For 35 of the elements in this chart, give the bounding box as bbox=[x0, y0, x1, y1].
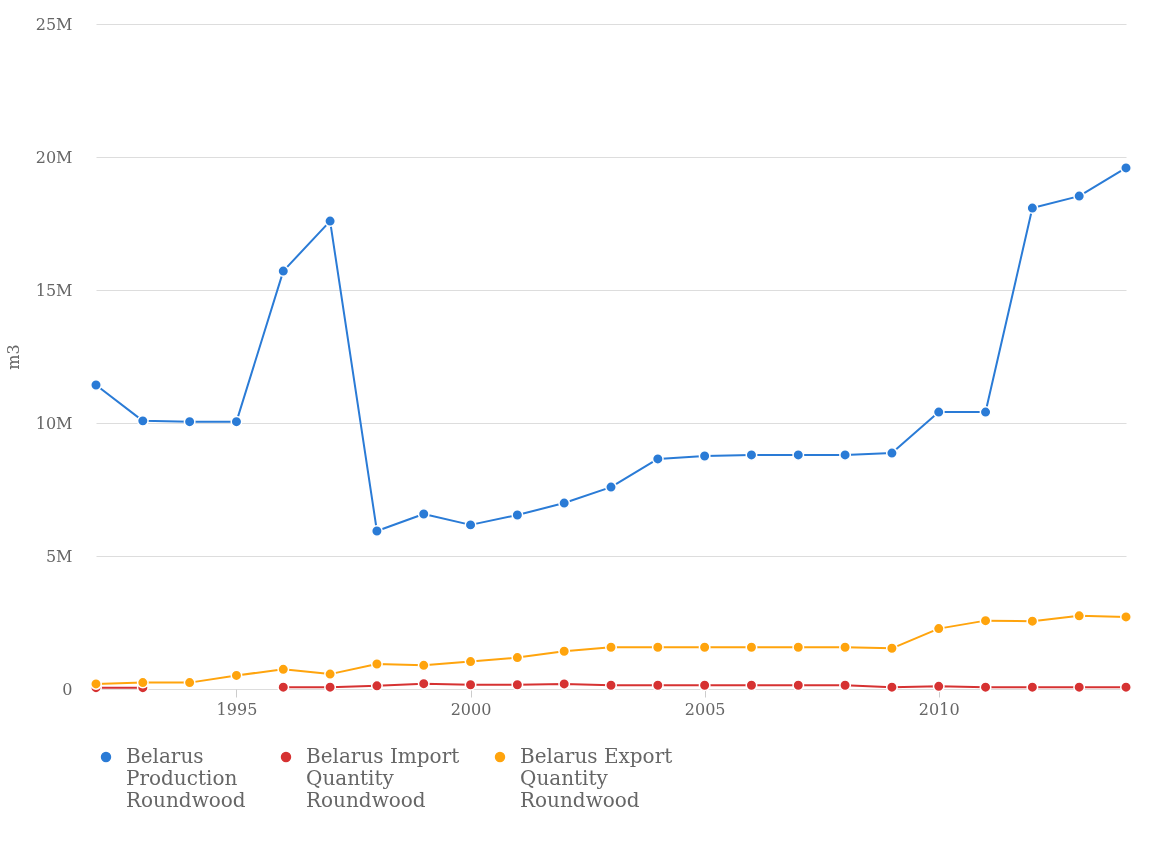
point bbox=[885, 642, 898, 655]
point bbox=[417, 659, 430, 672]
point bbox=[277, 663, 290, 676]
point bbox=[1026, 202, 1039, 215]
point bbox=[698, 641, 711, 654]
x-tick-label: 2005 bbox=[684, 699, 726, 719]
point bbox=[698, 679, 711, 692]
x-tick-label: 1995 bbox=[216, 699, 258, 719]
point bbox=[651, 679, 664, 692]
point bbox=[651, 641, 664, 654]
y-axis-title: m3 bbox=[3, 344, 23, 370]
point bbox=[792, 679, 805, 692]
point bbox=[745, 679, 758, 692]
y-tick-label: 0 bbox=[62, 679, 73, 699]
point bbox=[558, 645, 571, 658]
point bbox=[932, 680, 945, 693]
point bbox=[839, 641, 852, 654]
x-tick-label: 2000 bbox=[450, 699, 492, 719]
y-tick-label: 15M bbox=[35, 280, 73, 300]
point bbox=[792, 641, 805, 654]
point bbox=[1026, 615, 1039, 628]
point bbox=[230, 415, 243, 428]
y-tick-label: 25M bbox=[35, 14, 73, 34]
legend-label: Belarus Export Quantity Roundwood bbox=[520, 744, 673, 812]
point bbox=[698, 450, 711, 462]
y-tick-label: 5M bbox=[45, 546, 73, 566]
legend-label: Belarus Import Quantity Roundwood bbox=[306, 744, 460, 812]
x-tick-label: 2010 bbox=[918, 699, 960, 719]
point bbox=[745, 641, 758, 654]
y-tick-label: 20M bbox=[35, 147, 73, 167]
point bbox=[370, 658, 383, 670]
point bbox=[511, 509, 524, 522]
y-tick-label: 10M bbox=[35, 413, 73, 433]
point bbox=[932, 406, 945, 419]
legend-label: Belarus Production Roundwood bbox=[126, 744, 246, 812]
